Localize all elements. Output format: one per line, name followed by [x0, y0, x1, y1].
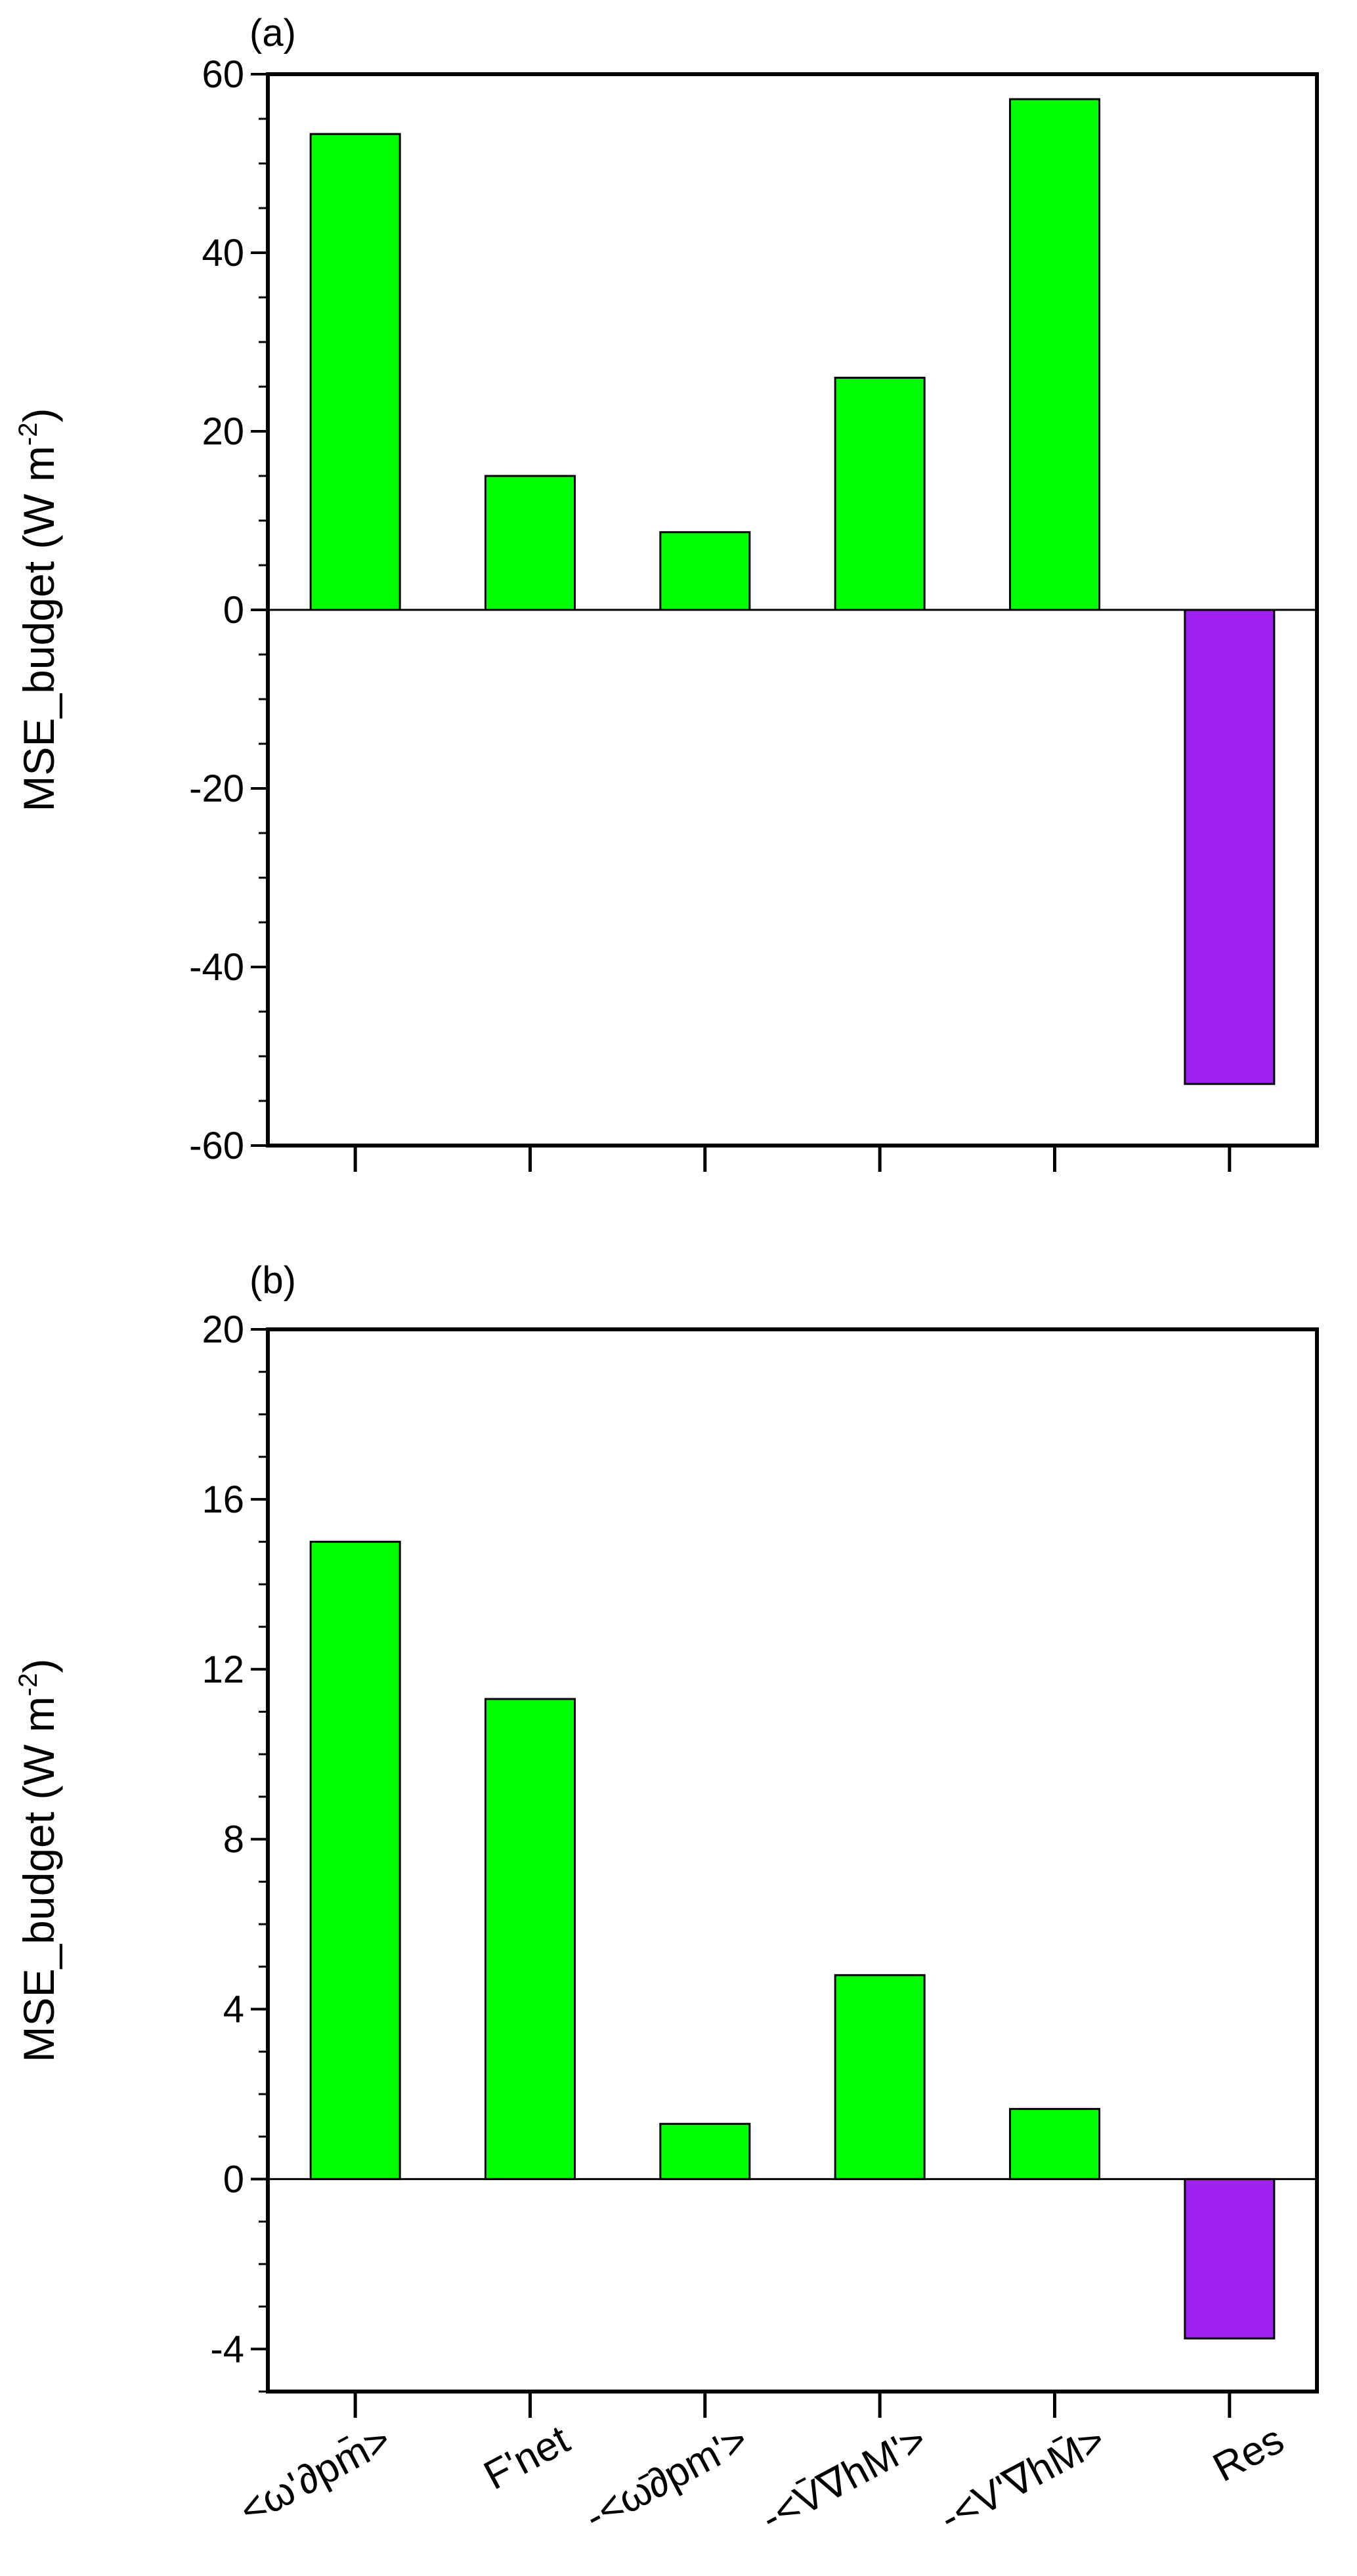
y-tick-label: 20 — [202, 410, 244, 453]
bars — [268, 98, 1317, 1085]
y-tick-label: 20 — [202, 1308, 244, 1351]
bars — [268, 1541, 1317, 2340]
y-tick-label: -60 — [189, 1125, 244, 1167]
bar — [834, 376, 926, 611]
category-labels: <ω'∂pm̄> F'net -<ω̄∂pm'> -<V̄∇hM'> -<V'∇… — [232, 2416, 1291, 2541]
y-axis-label: MSE_budget (W m-2) — [14, 408, 63, 811]
x-axis — [353, 1146, 1232, 1172]
y-tick-label: 12 — [202, 1648, 244, 1691]
plot-frame — [266, 1327, 1319, 2394]
panel-label: (a) — [249, 12, 296, 54]
bar — [834, 1974, 926, 2180]
y-tick-label: 16 — [202, 1478, 244, 1521]
category-label: -<V̄∇hM'> — [754, 2416, 934, 2541]
y-axis-label: MSE_budget (W m-2) — [14, 1658, 63, 2062]
y-axis: -60 -40 -20 0 20 40 60 — [189, 53, 268, 1167]
y-tick-label: 8 — [223, 1818, 244, 1861]
y-tick-label: -4 — [210, 2328, 244, 2371]
y-tick-label: 0 — [223, 589, 244, 632]
panel-a: (a) MSE_budget (W m-2) -60 -40 -20 0 20 40 60 — [14, 12, 1319, 1172]
panel-label: (b) — [249, 1259, 296, 1302]
y-axis: -4 0 4 8 12 16 20 — [202, 1308, 268, 2393]
bar — [309, 133, 401, 611]
category-label: -<V'∇hM̄> — [932, 2416, 1112, 2541]
bar — [659, 531, 751, 611]
category-label: <ω'∂pm̄> — [232, 2416, 398, 2533]
bar — [309, 1541, 401, 2180]
bar — [485, 1698, 576, 2180]
bar — [1184, 2178, 1276, 2340]
bar — [485, 475, 576, 611]
y-tick-label: 4 — [223, 1988, 244, 2031]
bar — [1184, 609, 1276, 1085]
x-axis — [353, 2392, 1232, 2418]
y-tick-label: -20 — [189, 767, 244, 810]
y-tick-label: 40 — [202, 232, 244, 274]
category-label: F'net — [477, 2416, 576, 2499]
y-tick-label: 60 — [202, 53, 244, 96]
y-tick-label: -40 — [189, 946, 244, 989]
bar — [1009, 2108, 1100, 2180]
bar — [659, 2122, 751, 2180]
panel-b: (b) MSE_budget (W m-2) -4 0 4 8 12 16 20 — [14, 1259, 1319, 2418]
y-tick-label: 0 — [223, 2158, 244, 2200]
category-label: Res — [1206, 2416, 1291, 2491]
category-label: -<ω̄∂pm'> — [578, 2416, 756, 2540]
bar — [1009, 98, 1100, 611]
